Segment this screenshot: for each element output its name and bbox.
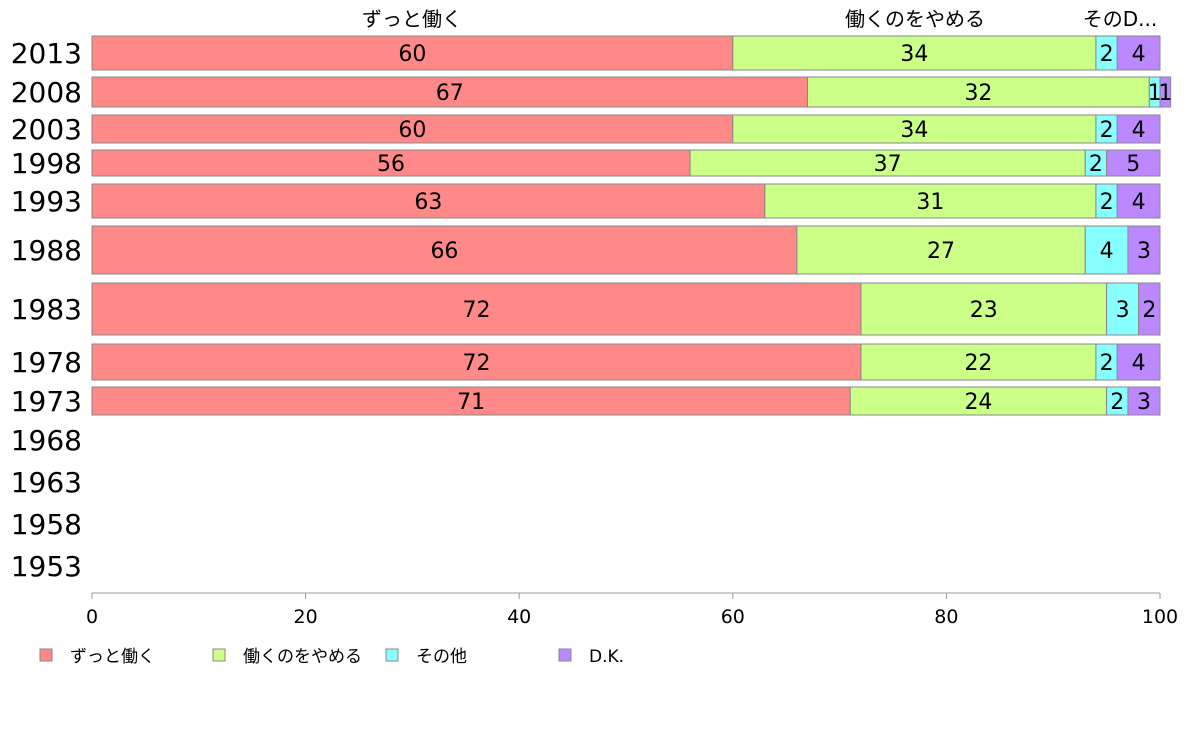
bar-segment (764, 183, 1097, 219)
data-label: 2 (1110, 390, 1124, 415)
bar-segment (732, 114, 1097, 144)
data-label: 4 (1132, 118, 1146, 143)
bar-segment (1116, 183, 1161, 219)
data-label: 72 (462, 298, 490, 323)
bar-segment (1116, 343, 1161, 381)
x-tick-label: 20 (294, 606, 318, 628)
data-label: 32 (964, 81, 992, 106)
data-label: 2 (1089, 152, 1103, 177)
bar-segment (91, 225, 798, 275)
bar-segment (689, 149, 1086, 177)
data-label: 4 (1132, 42, 1146, 67)
x-tick-label: 100 (1142, 606, 1178, 628)
bar-segment (849, 386, 1108, 416)
data-label: 2 (1142, 298, 1156, 323)
year-label: 1988 (11, 234, 82, 267)
data-label: 22 (964, 351, 992, 376)
data-label: 60 (398, 118, 426, 143)
year-label: 1998 (11, 147, 82, 180)
bar-segment (91, 343, 862, 381)
bar-segment (91, 114, 734, 144)
x-tick-label: 40 (507, 606, 531, 628)
bar-segment (1116, 114, 1161, 144)
x-tick-label: 60 (721, 606, 745, 628)
data-label: 3 (1116, 298, 1130, 323)
data-label: 72 (462, 351, 490, 376)
data-label: 71 (457, 390, 485, 415)
year-label: 1993 (11, 185, 82, 218)
legend-label: 働くのをやめる (243, 647, 362, 667)
legend-swatch (558, 648, 572, 662)
legend-swatch (212, 648, 226, 662)
data-label: 4 (1132, 190, 1146, 215)
bar-segment (860, 282, 1108, 336)
legend-label: その他 (416, 647, 467, 667)
year-label: 2008 (11, 76, 82, 109)
bar-segment (1106, 149, 1161, 177)
year-label: 1978 (11, 346, 82, 379)
data-label: 2 (1100, 190, 1114, 215)
bar-segment (1138, 282, 1161, 336)
bar-segment (732, 35, 1097, 71)
bar-segment (1116, 35, 1161, 71)
legend-label: ずっと働く (70, 647, 155, 667)
legend-swatch (385, 648, 399, 662)
data-label: 4 (1132, 351, 1146, 376)
data-label: 56 (377, 152, 405, 177)
data-label: 34 (900, 118, 928, 143)
bar-segment (91, 76, 809, 108)
legend-label: D.K. (589, 647, 624, 667)
data-label: 67 (436, 81, 464, 106)
data-label: 1 (1158, 81, 1172, 106)
bar-segment (91, 386, 851, 416)
bar-segment (1127, 386, 1161, 416)
year-label: 1953 (11, 550, 82, 583)
data-label: 34 (900, 42, 928, 67)
data-label: 66 (430, 239, 458, 264)
bar-segment (860, 343, 1097, 381)
data-label: 3 (1137, 239, 1151, 264)
year-label: 1968 (11, 424, 82, 457)
data-label: 60 (398, 42, 426, 67)
legend-swatch (39, 648, 53, 662)
data-label: 24 (964, 390, 992, 415)
bar-segment (1106, 282, 1140, 336)
year-label: 1983 (11, 293, 82, 326)
year-label: 1963 (11, 466, 82, 499)
data-label: 27 (927, 239, 955, 264)
data-label: 37 (874, 152, 902, 177)
bar-segment (1127, 225, 1161, 275)
top-series-label: そのD... (1083, 7, 1157, 31)
year-label: 2013 (11, 37, 82, 70)
bar-segment (807, 76, 1150, 108)
data-label: 2 (1100, 118, 1114, 143)
data-label: 4 (1100, 239, 1114, 264)
data-label: 1 (1148, 81, 1162, 106)
x-tick-label: 0 (86, 606, 98, 628)
year-label: 2003 (11, 113, 82, 146)
data-label: 63 (414, 190, 442, 215)
bar-segment (91, 149, 691, 177)
year-label: 1973 (11, 385, 82, 418)
data-label: 3 (1137, 390, 1151, 415)
data-label: 31 (916, 190, 944, 215)
bar-segment (91, 35, 734, 71)
top-series-label: ずっと働く (362, 7, 462, 31)
bar-segment (1159, 76, 1172, 108)
data-label: 2 (1100, 42, 1114, 67)
year-label: 1958 (11, 508, 82, 541)
data-label: 2 (1100, 351, 1114, 376)
bar-segment (91, 183, 766, 219)
bar-segment (91, 282, 862, 336)
x-tick-label: 80 (934, 606, 958, 628)
bar-segment (1084, 225, 1129, 275)
bar-segment (796, 225, 1086, 275)
data-label: 5 (1126, 152, 1140, 177)
data-label: 23 (970, 298, 998, 323)
top-series-label: 働くのをやめる (845, 7, 985, 31)
